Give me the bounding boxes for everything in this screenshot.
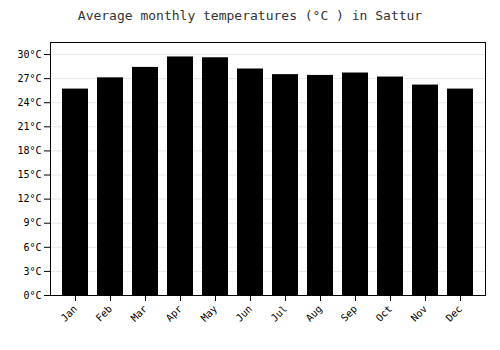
svg-text:24°C: 24°C xyxy=(17,97,41,108)
svg-text:Jul: Jul xyxy=(269,303,290,324)
html-text:Average monthly temperatures (: Average monthly temperatures (°C ) in Sa… xyxy=(77,8,423,23)
svg-text:6°C: 6°C xyxy=(23,242,41,253)
svg-text:0°C: 0°C xyxy=(23,290,41,301)
svg-text:27°C: 27°C xyxy=(17,73,41,84)
svg-text:Mar: Mar xyxy=(129,303,150,324)
svg-text:21°C: 21°C xyxy=(17,121,41,132)
svg-text:Feb: Feb xyxy=(94,303,115,324)
svg-text:May: May xyxy=(199,303,220,324)
svg-text:3°C: 3°C xyxy=(23,266,41,277)
svg-text:18°C: 18°C xyxy=(17,145,41,156)
svg-text:30°C: 30°C xyxy=(17,49,41,60)
svg-text:12°C: 12°C xyxy=(17,193,41,204)
svg-text:15°C: 15°C xyxy=(17,169,41,180)
svg-text:Nov: Nov xyxy=(409,303,430,324)
svg-text:Sep: Sep xyxy=(339,303,360,324)
svg-text:9°C: 9°C xyxy=(23,217,41,228)
svg-text:Jan: Jan xyxy=(59,303,80,324)
svg-text:Apr: Apr xyxy=(164,303,185,324)
svg-text:Dec: Dec xyxy=(444,303,465,324)
svg-text:Oct: Oct xyxy=(374,303,395,324)
svg-text:Aug: Aug xyxy=(304,303,325,324)
svg-text:Jun: Jun xyxy=(234,303,255,324)
